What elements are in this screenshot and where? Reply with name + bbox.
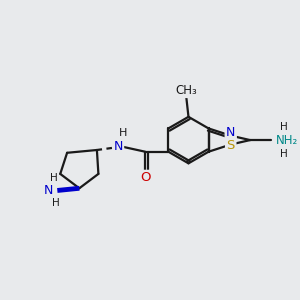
Text: H: H: [50, 172, 58, 182]
Text: CH₃: CH₃: [175, 84, 197, 97]
Text: N: N: [114, 140, 123, 153]
Text: N: N: [226, 126, 236, 139]
Text: S: S: [226, 140, 235, 152]
Text: H: H: [52, 198, 60, 208]
Text: H: H: [119, 128, 127, 138]
Text: N: N: [44, 184, 53, 197]
Text: O: O: [140, 171, 150, 184]
Text: NH₂: NH₂: [276, 134, 298, 147]
Text: H: H: [280, 148, 288, 159]
Text: H: H: [280, 122, 288, 132]
